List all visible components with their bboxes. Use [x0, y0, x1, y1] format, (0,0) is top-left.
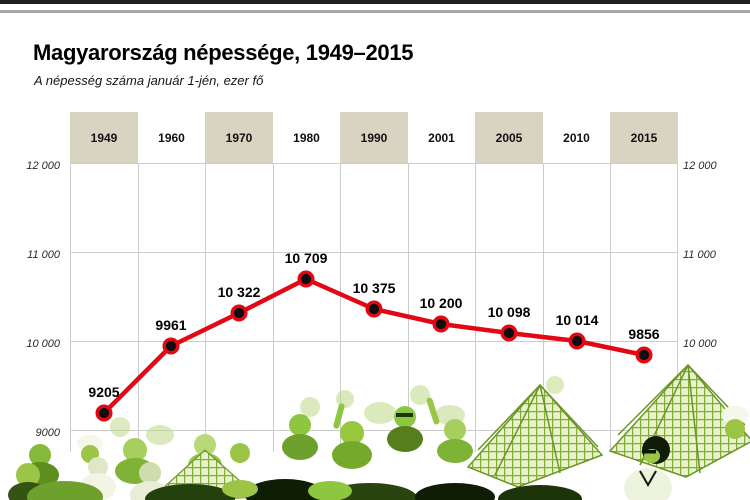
- year-header-1949: 1949: [70, 112, 138, 163]
- year-header-1980: 1980: [293, 130, 320, 145]
- y-tick-right-10000: 10 000: [683, 338, 717, 350]
- year-header-2015: 2015: [610, 112, 678, 163]
- data-point-2015: [635, 346, 653, 364]
- top-border-bar: [0, 0, 750, 4]
- year-header-1960: 1960: [158, 130, 185, 145]
- y-tick-left-9000: 9000: [35, 427, 60, 439]
- chart-subtitle: A népesség száma január 1-jén, ezer fő: [34, 73, 264, 88]
- y-tick-right-12000: 12 000: [683, 160, 717, 172]
- data-point-2010: [568, 332, 586, 350]
- value-label-1980: 10 709: [284, 250, 328, 266]
- value-label-2015: 9856: [628, 326, 660, 342]
- value-label-2010: 10 014: [555, 312, 599, 328]
- crowd-image: [8, 363, 750, 500]
- year-header-2001: 2001: [428, 130, 455, 145]
- data-point-1990: [365, 300, 383, 318]
- value-label-1990: 10 375: [352, 280, 396, 296]
- chart-title: Magyarország népessége, 1949–2015: [33, 40, 414, 65]
- divider-bar: [0, 10, 750, 13]
- data-point-1970: [230, 304, 248, 322]
- data-point-1980: [297, 270, 315, 288]
- year-header-1990: 1990: [340, 112, 408, 163]
- value-label-2005: 10 098: [487, 304, 531, 320]
- y-tick-left-12000: 12 000: [26, 160, 60, 172]
- y-tick-left-11000: 11 000: [27, 249, 60, 261]
- data-point-1949: [95, 404, 113, 422]
- value-label-1960: 9961: [155, 317, 187, 333]
- year-header-2010: 2010: [563, 130, 590, 145]
- y-tick-right-11000: 11 000: [683, 249, 716, 261]
- y-tick-left-10000: 10 000: [26, 338, 60, 350]
- year-header-1970: 1970: [205, 112, 273, 163]
- data-point-2001: [432, 315, 450, 333]
- data-point-2005: [500, 324, 518, 342]
- value-label-1949: 9205: [88, 384, 120, 400]
- value-label-1970: 10 322: [217, 284, 261, 300]
- data-point-1960: [162, 337, 180, 355]
- value-label-2001: 10 200: [419, 295, 463, 311]
- year-header-2005: 2005: [475, 112, 543, 163]
